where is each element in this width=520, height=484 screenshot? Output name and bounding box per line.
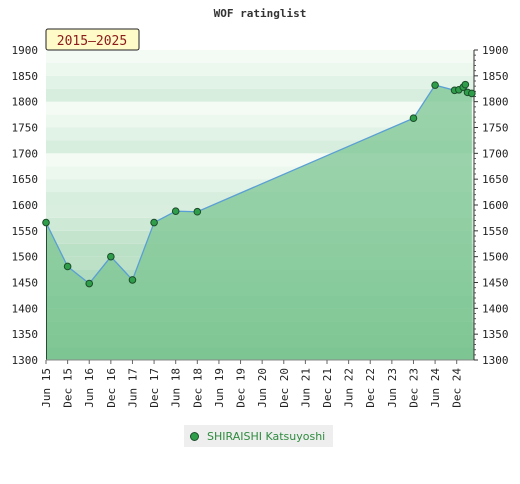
legend-label: SHIRAISHI Katsuyoshi [207, 429, 326, 443]
y-tick-label-left: 1700 [12, 147, 39, 160]
x-tick-label: Jun 15 [40, 368, 53, 408]
x-tick-label: Jun 22 [343, 368, 356, 408]
y-tick-label-right: 1300 [482, 354, 509, 367]
y-tick-label-left: 1600 [12, 199, 39, 212]
y-tick-label-right: 1800 [482, 96, 509, 109]
data-point [128, 276, 137, 284]
legend-marker-icon [190, 431, 199, 441]
y-tick-label-right: 1600 [482, 199, 509, 212]
x-tick-label: Jun 20 [256, 368, 269, 408]
y-tick-label-right: 1750 [482, 122, 509, 135]
band [46, 127, 474, 141]
y-tick-label-left: 1550 [12, 225, 39, 238]
x-tick-label: Jun 21 [299, 368, 312, 408]
band [46, 101, 474, 115]
data-point [461, 80, 470, 89]
y-axis-left: 1300 1350 1400 1450 1500 1550 1600 1650 1700 1750… [12, 44, 39, 367]
x-tick-label: Jun 19 [213, 368, 226, 408]
data-point [468, 89, 476, 98]
data-point [171, 207, 180, 215]
y-tick-label-right: 1450 [482, 277, 509, 290]
y-tick-label-right: 1650 [482, 173, 509, 186]
x-tick-label: Dec 18 [191, 368, 204, 408]
x-tick-label: Jun 16 [83, 368, 96, 408]
series-area [46, 84, 472, 360]
x-tick-label: Jun 23 [386, 368, 399, 408]
y-tick-label-left: 1300 [12, 354, 39, 367]
period-badge: 2015–2025 [45, 28, 140, 51]
y-tick-label-right: 1400 [482, 302, 509, 315]
data-point [193, 207, 202, 216]
data-point [85, 279, 94, 288]
x-tick-label: Dec 15 [62, 368, 75, 408]
x-tick-label: Jun 18 [170, 368, 183, 408]
y-tick-label-right: 1350 [482, 328, 509, 341]
y-tick-label-right: 1550 [482, 225, 509, 238]
x-tick-label: Dec 16 [105, 368, 118, 408]
y-tick-label-left: 1800 [12, 96, 39, 109]
x-tick-label: Dec 23 [407, 368, 420, 408]
y-tick-label-left: 1500 [12, 251, 39, 264]
y-tick-label-right: 1850 [482, 70, 509, 83]
data-point [431, 81, 439, 89]
y-tick-label-left: 1850 [12, 70, 39, 83]
y-tick-label-left: 1750 [12, 122, 39, 135]
y-tick-label-left: 1350 [12, 328, 39, 341]
x-tick-label: Jun 24 [429, 368, 442, 408]
data-point [150, 218, 158, 227]
x-tick-label: Dec 21 [321, 368, 334, 408]
legend: SHIRAISHI Katsuyoshi [184, 425, 334, 447]
x-tick-label: Dec 20 [278, 368, 291, 408]
x-tick-label: Dec 17 [148, 368, 161, 408]
data-point [42, 218, 50, 227]
chart-title: WOF ratinglist [214, 7, 307, 20]
x-tick-label: Jun 17 [126, 368, 139, 408]
x-tick-label: Dec 22 [364, 368, 377, 408]
band [46, 88, 474, 102]
y-tick-label-left: 1450 [12, 277, 39, 290]
data-point [63, 262, 72, 271]
band [46, 62, 474, 76]
y-tick-label-right: 1700 [482, 147, 509, 160]
data-markers [42, 80, 476, 288]
band [46, 114, 474, 128]
x-tick-label: Dec 24 [451, 368, 464, 408]
period-badge-text: 2015–2025 [57, 34, 127, 49]
y-tick-label-right: 1900 [482, 44, 509, 57]
y-tick-label-left: 1400 [12, 302, 39, 315]
y-tick-label-left: 1900 [12, 44, 39, 57]
x-axis: Jun 15 Dec 15 Jun 16 Dec 16 Jun 17 Dec 17 Jun … [40, 360, 464, 408]
band [46, 50, 474, 63]
data-point [409, 114, 418, 122]
y-tick-label-right: 1500 [482, 251, 509, 264]
x-tick-label: Dec 19 [235, 368, 248, 408]
y-tick-label-left: 1650 [12, 173, 39, 186]
band [46, 75, 474, 89]
y-axis-right: 1300 1350 1400 1450 1500 1550 1600 1650 1700 1750… [474, 44, 509, 367]
data-point [107, 252, 115, 261]
